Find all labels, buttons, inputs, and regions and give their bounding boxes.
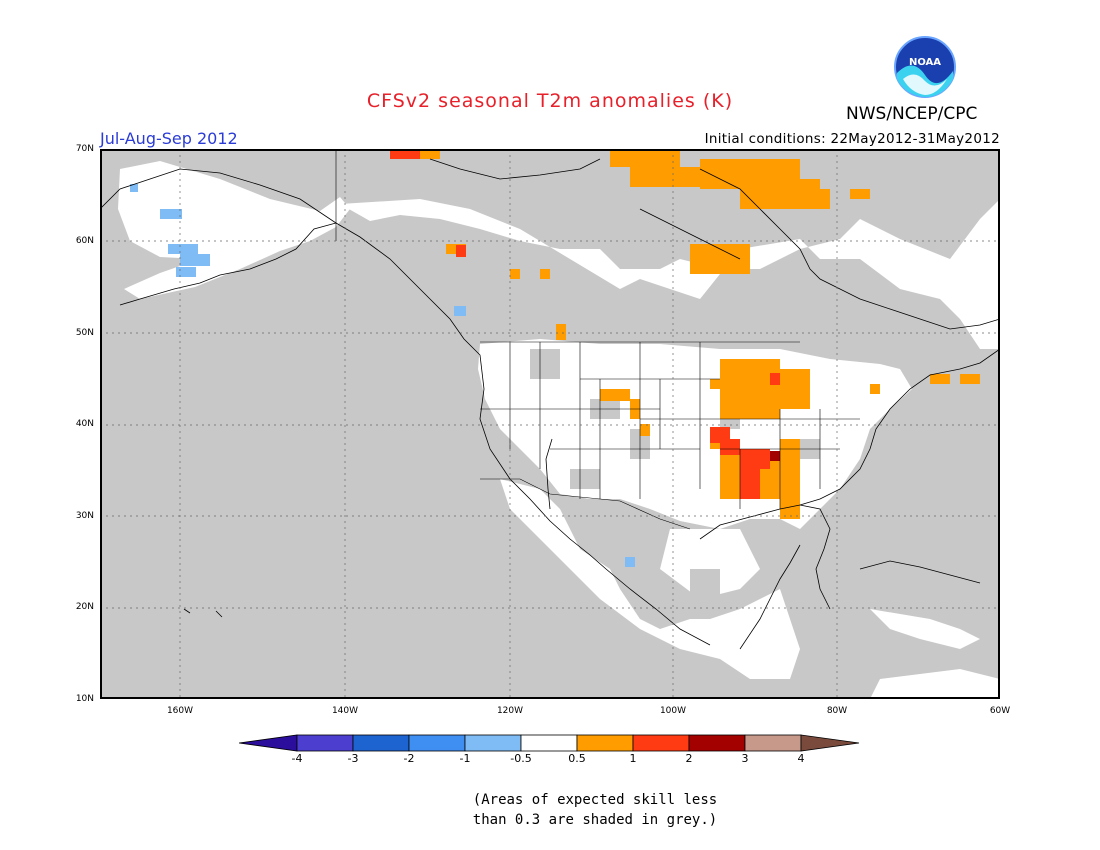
colorbar-bin-4: [464, 734, 522, 752]
lat-label-70n: 70N: [75, 144, 94, 154]
colorbar-bin-1: [296, 734, 354, 752]
colorbar-label: 0.5: [568, 752, 586, 765]
colorbar-label: -1: [459, 752, 471, 765]
lon-label-80w: 80W: [826, 706, 848, 716]
colorbar-label: 4: [797, 752, 805, 765]
colorbar-label: -0.5: [510, 752, 532, 765]
state-borders: [335, 149, 860, 530]
colorbar-label: 2: [685, 752, 693, 765]
lat-label-40n: 40N: [75, 419, 94, 429]
colorbar-bin-9: [744, 734, 802, 752]
colorbar-label: 3: [741, 752, 749, 765]
colorbar-label: -2: [403, 752, 415, 765]
colorbar-bin-6: [576, 734, 634, 752]
colorbar-bin-8: [688, 734, 746, 752]
noaa-logo-text: NOAA: [909, 57, 941, 68]
lon-label-100w: 100W: [659, 706, 687, 716]
anomaly-blue-cells: [130, 184, 635, 567]
map-frame: [100, 149, 1000, 699]
coastlines: [100, 158, 1000, 650]
colorbar-bin-3: [408, 734, 466, 752]
colorbar-low-arrow: [239, 734, 298, 752]
lon-label-60w: 60W: [989, 706, 1011, 716]
graticule: [100, 149, 1000, 699]
colorbar-label: -4: [291, 752, 303, 765]
anomaly-map: [100, 149, 1000, 699]
colorbar-bin-5: [520, 734, 578, 752]
map-title: CFSv2 seasonal T2m anomalies (K): [366, 90, 734, 112]
colorbar-bin-7: [632, 734, 690, 752]
noaa-logo: NOAA: [894, 36, 956, 98]
initial-conditions-label: Initial conditions: 22May2012-31May2012: [704, 131, 1000, 147]
lon-label-120w: 120W: [496, 706, 524, 716]
lon-label-140w: 140W: [331, 706, 359, 716]
lat-label-60n: 60N: [75, 236, 94, 246]
colorbar-bin-2: [352, 734, 410, 752]
colorbar-high-arrow: [800, 734, 860, 752]
anomaly-red-cells: [390, 149, 780, 499]
skill-note-line-1: (Areas of expected skill less: [472, 792, 718, 808]
lat-label-30n: 30N: [75, 511, 94, 521]
lat-label-20n: 20N: [75, 602, 94, 612]
colorbar-label: -3: [347, 752, 359, 765]
anomaly-darkred-cells: [770, 451, 780, 461]
lat-label-50n: 50N: [75, 328, 94, 338]
lat-label-10n: 10N: [75, 694, 94, 704]
season-label: Jul-Aug-Sep 2012: [100, 129, 238, 148]
colorbar: [239, 734, 860, 752]
organization-label: NWS/NCEP/CPC: [846, 104, 978, 124]
lon-label-160w: 160W: [166, 706, 194, 716]
skill-note-line-2: than 0.3 are shaded in grey.): [472, 812, 718, 828]
colorbar-label: 1: [629, 752, 637, 765]
